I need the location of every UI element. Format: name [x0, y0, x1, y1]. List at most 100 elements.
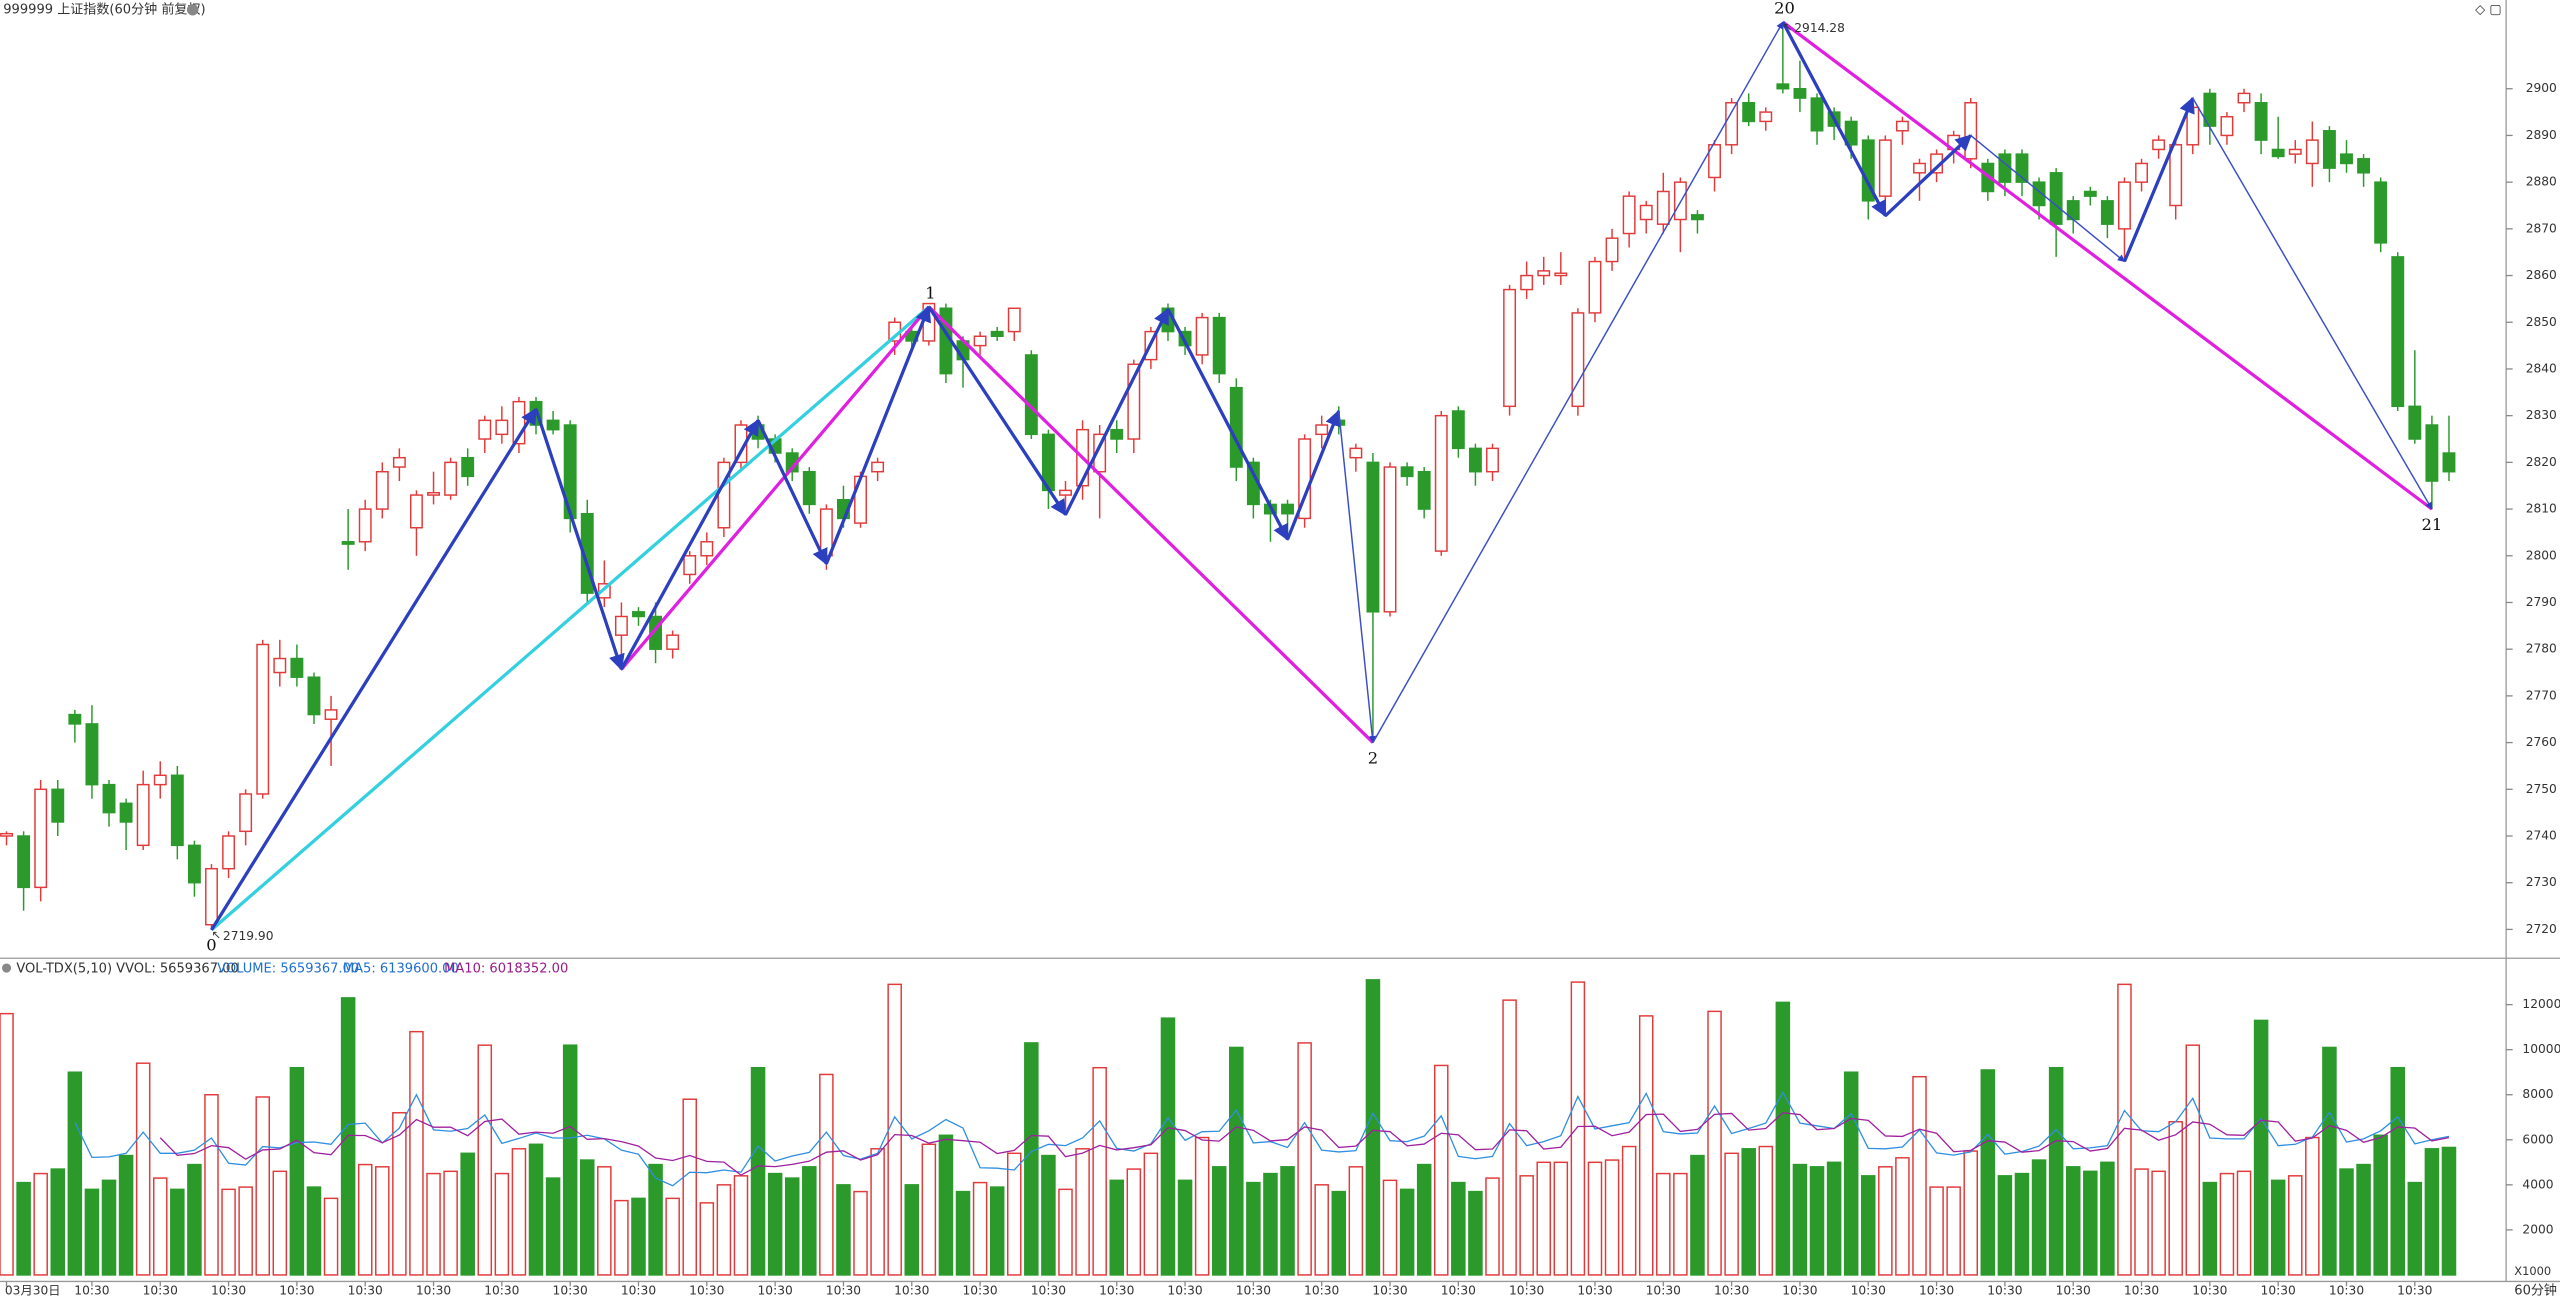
volume-bar: [67, 1071, 83, 1276]
volume-bar: [375, 1166, 390, 1276]
x-tick-label: 10:30: [484, 1284, 519, 1298]
volume-bar: [1229, 1046, 1244, 1276]
volume-bar: [1809, 1166, 1825, 1276]
x-tick-label: 10:30: [1714, 1284, 1749, 1298]
candle-body: [700, 541, 714, 557]
volume-bar: [1690, 1154, 1705, 1276]
zigzag-line: [1338, 410, 1376, 744]
candle-body: [256, 643, 270, 795]
x-tick-label: 10:30: [1577, 1284, 1612, 1298]
candle-body: [2220, 116, 2234, 137]
price-arrow: ↖: [1783, 19, 1793, 33]
candle-body: [478, 419, 492, 440]
volume-bar: [323, 1197, 339, 1276]
zigzag-line: [619, 418, 760, 671]
candle-body: [187, 844, 201, 884]
volume-bar: [1553, 1161, 1569, 1276]
x-tick-label: 10:30: [1987, 1284, 2022, 1298]
candle-body: [239, 793, 253, 833]
v-tick-label: 4000: [2522, 1177, 2553, 1191]
volume-bar: [1416, 1163, 1432, 1276]
zigzag-line: [927, 305, 1375, 744]
candle-body: [1725, 102, 1739, 146]
vol-icon[interactable]: [1, 963, 12, 973]
volume-bar: [853, 1190, 868, 1276]
volume-legend: MA5: 6139600.00: [343, 961, 459, 976]
period-label: 60分钟: [2514, 1283, 2557, 1299]
candle-body: [2254, 102, 2268, 141]
volume-bar: [152, 1177, 168, 1276]
volume-bar: [238, 1186, 253, 1276]
candle-body: [2288, 148, 2302, 155]
volume-bar: [1895, 1157, 1910, 1276]
candle-body: [1998, 153, 2012, 183]
volume-bar: [1058, 1188, 1073, 1276]
candle-body: [307, 676, 321, 716]
zigzag-line: [1286, 409, 1341, 541]
v-tick-label: 8000: [2522, 1087, 2553, 1101]
volume-bar: [1246, 1181, 1261, 1276]
y-tick-label: 2810: [2526, 502, 2557, 516]
candle-body: [1503, 288, 1517, 408]
title-icon[interactable]: [186, 4, 199, 16]
volume-bar: [2219, 1172, 2235, 1276]
window-icons[interactable]: ◇ ▢: [2475, 2, 2502, 17]
volume-bar: [2168, 1121, 2183, 1276]
volume-bar: [1775, 1001, 1791, 1276]
candle-body: [444, 461, 458, 496]
volume-bar: [1638, 1015, 1654, 1276]
pivot-label: 20: [1774, 0, 1795, 18]
candle-body: [2100, 200, 2114, 225]
candle-body: [1366, 461, 1380, 613]
volume-bar: [1297, 1042, 1312, 1276]
x-tick-label: 10:30: [2261, 1284, 2296, 1298]
y-tick-label: 2760: [2526, 735, 2557, 749]
volume-bar: [1758, 1145, 1774, 1276]
x-tick-label: 10:30: [689, 1284, 724, 1298]
zigzag-line: [1166, 308, 1289, 541]
zigzag-line: [1372, 21, 1784, 743]
x-tick-label: 10:30: [553, 1284, 588, 1298]
y-tick-label: 2720: [2526, 922, 2557, 936]
zigzag-line: [756, 419, 828, 566]
candle-body: [1810, 97, 1824, 132]
price-label: 2719.90: [223, 929, 274, 943]
candle-body: [1451, 410, 1465, 450]
volume-bar: [1878, 1166, 1893, 1276]
chart-title: 999999 上证指数(60分钟 前复权): [3, 1, 205, 17]
candle-body: [2152, 139, 2166, 151]
candle-body: [341, 541, 355, 545]
pivot-label: 0: [206, 936, 216, 955]
volume-bar: [443, 1170, 458, 1276]
v-tick-label: 6000: [2522, 1132, 2553, 1146]
volume-bar: [1177, 1179, 1193, 1276]
volume-bar: [1399, 1188, 1415, 1276]
volume-bar: [1160, 1017, 1176, 1276]
volume-bar: [904, 1184, 920, 1276]
volume-bar: [289, 1066, 305, 1276]
volume-bar: [887, 983, 902, 1276]
candle-body: [1913, 162, 1926, 174]
candle-body: [2374, 181, 2388, 244]
candle-body: [1195, 316, 1209, 356]
volume-bar: [1843, 1071, 1859, 1276]
volume-bar: [750, 1066, 766, 1276]
volume-bar: [545, 1177, 561, 1276]
y-tick-label: 2820: [2526, 455, 2557, 469]
volume-bar: [50, 1168, 66, 1276]
candle-body: [2442, 452, 2456, 473]
y-tick-label: 2840: [2526, 361, 2557, 375]
zigzag-line: [2122, 96, 2195, 263]
candle-body: [102, 783, 116, 814]
candle-body: [68, 713, 82, 725]
x-tick-label: 10:30: [1646, 1284, 1681, 1298]
y-tick-label: 2870: [2526, 221, 2557, 235]
candle-body: [358, 508, 372, 543]
volume-bar: [733, 1175, 749, 1276]
volume-bar: [84, 1188, 100, 1276]
candle-body: [1434, 414, 1448, 552]
candle-body: [1229, 386, 1243, 468]
x-tick-label: 03月30日: [5, 1284, 61, 1298]
x-tick-label: 10:30: [1372, 1284, 1407, 1298]
candle-body: [2135, 162, 2148, 183]
